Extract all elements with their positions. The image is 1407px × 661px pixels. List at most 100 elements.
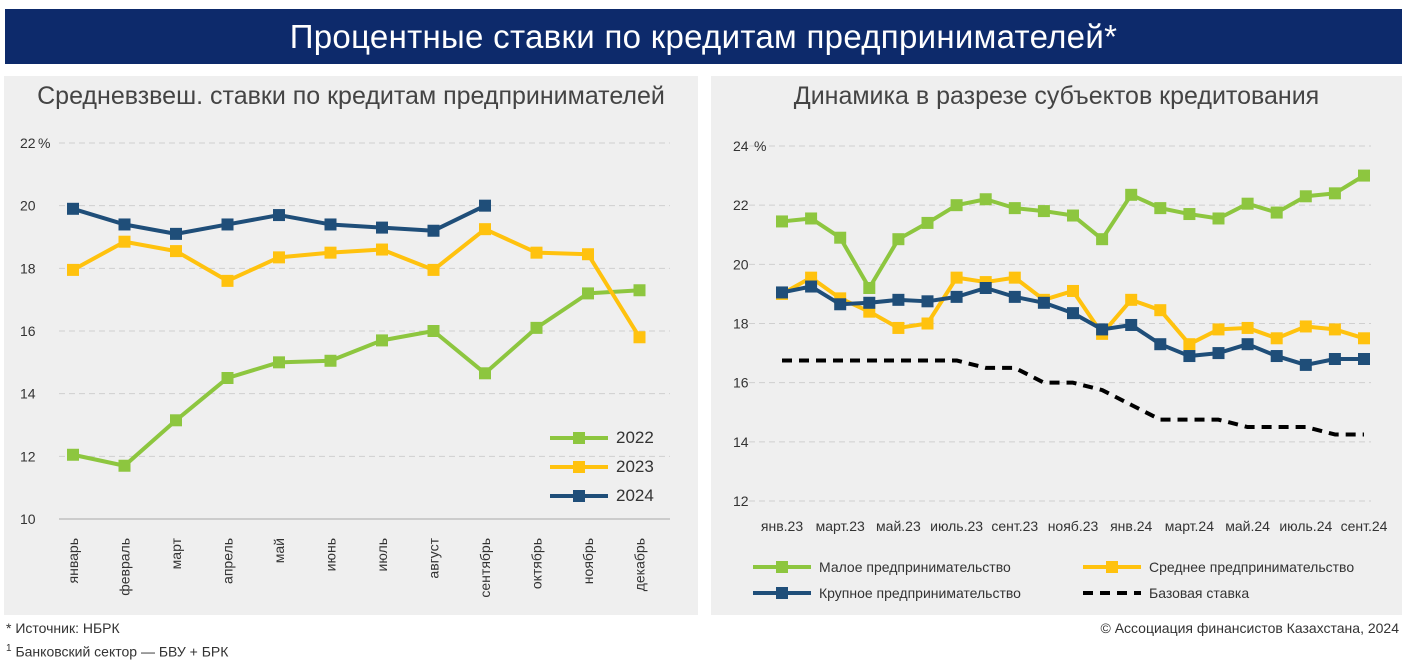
y-axis-unit: %	[754, 138, 766, 154]
data-point-0-19	[1328, 187, 1341, 200]
data-point-1-0	[67, 263, 79, 276]
legend-item-1: Среднее предпринимательство	[1083, 559, 1354, 575]
data-point-2-7	[979, 282, 992, 294]
x-tick-label-6: июль	[374, 538, 390, 571]
x-tick-label-6: янв.24	[1110, 518, 1152, 534]
series-2	[67, 199, 491, 240]
y-tick-label-1: 14	[733, 434, 749, 450]
data-point-0-15	[1212, 212, 1225, 225]
right-chart-title: Динамика в разрезе субъектов кредитовани…	[793, 82, 1320, 110]
data-point-2-2	[170, 227, 182, 240]
x-tick-label-7: август	[426, 537, 442, 578]
data-point-0-12	[1125, 188, 1138, 201]
data-point-0-6	[376, 334, 388, 347]
data-point-0-3	[221, 372, 234, 384]
data-point-2-11	[1096, 323, 1109, 336]
data-point-0-1	[805, 212, 818, 225]
y-tick-label-2: 14	[20, 386, 36, 402]
data-point-0-11	[633, 284, 646, 297]
data-point-2-10	[1067, 307, 1079, 320]
data-point-0-4	[892, 233, 905, 246]
series-line-0	[781, 173, 1366, 290]
data-point-2-4	[273, 209, 285, 222]
footnote-mark: 1	[6, 643, 12, 654]
data-point-2-9	[1037, 296, 1050, 309]
series-line-0	[72, 288, 640, 468]
series-0	[67, 284, 646, 472]
series-line-3	[782, 358, 1364, 437]
legend-label-1: Среднее предпринимательство	[1149, 559, 1354, 575]
data-point-2-18	[1299, 358, 1312, 371]
data-point-2-15	[1212, 347, 1225, 360]
footnote-text: Банковский сектор — БВУ + БРК	[11, 643, 229, 660]
data-point-2-5	[324, 218, 337, 231]
data-point-0-0	[67, 448, 79, 461]
data-point-0-4	[273, 356, 285, 369]
data-point-1-6	[950, 271, 963, 284]
data-point-0-9	[530, 321, 543, 334]
y-tick-label-2: 16	[733, 375, 749, 391]
x-tick-label-10: сент.24	[1341, 518, 1388, 534]
data-point-1-11	[633, 331, 646, 344]
series-line-1	[72, 227, 642, 339]
data-point-0-6	[950, 199, 963, 212]
data-point-2-7	[427, 224, 440, 237]
legend-marker-1	[1106, 561, 1118, 573]
series-3	[782, 358, 1364, 437]
x-tick-label-7: март.24	[1165, 518, 1214, 534]
x-tick-label-0: янв.23	[761, 518, 803, 534]
data-point-2-20	[1358, 353, 1370, 365]
x-tick-label-9: октябрь	[529, 538, 545, 589]
left-chart-panel: Средневзвеш. ставки по кредитам предприн…	[4, 76, 698, 615]
legend-marker-1	[573, 461, 585, 473]
legend-item-1: 2023	[550, 457, 654, 476]
legend-item-3: Базовая ставка	[1083, 585, 1249, 601]
y-tick-label-5: 22	[733, 197, 749, 213]
legend-marker-0	[776, 561, 788, 573]
x-tick-label-1: февраль	[117, 538, 133, 596]
data-point-0-13	[1154, 202, 1167, 215]
y-tick-label-0: 12	[733, 493, 749, 509]
data-point-2-6	[950, 290, 963, 303]
data-point-1-19	[1328, 323, 1341, 336]
legend-item-0: 2022	[550, 428, 654, 447]
data-point-1-12	[1125, 293, 1138, 306]
x-tick-label-8: май.24	[1225, 518, 1270, 534]
x-tick-label-9: июль.24	[1279, 518, 1332, 534]
page-title: Процентные ставки по кредитам предприним…	[289, 17, 1118, 55]
data-point-0-5	[921, 216, 934, 229]
data-point-2-4	[892, 293, 905, 306]
data-point-1-13	[1154, 304, 1167, 317]
x-tick-label-2: март	[168, 537, 184, 569]
y-tick-label-0: 10	[20, 511, 36, 527]
data-point-0-18	[1299, 190, 1312, 203]
data-point-0-2	[170, 414, 182, 427]
legend-label-0: 2022	[616, 428, 654, 447]
legend-marker-2	[776, 587, 788, 599]
x-tick-label-1: март.23	[816, 518, 865, 534]
data-point-0-5	[324, 354, 337, 367]
data-point-0-0	[776, 215, 788, 228]
y-tick-label-5: 20	[20, 198, 36, 214]
data-point-2-3	[863, 296, 876, 309]
x-tick-label-3: июль.23	[930, 518, 983, 534]
data-point-1-3	[221, 274, 234, 287]
data-point-2-14	[1183, 350, 1196, 363]
y-axis-unit: %	[38, 135, 50, 151]
data-point-2-16	[1241, 338, 1254, 351]
x-tick-label-2: май.23	[876, 518, 921, 534]
data-point-0-14	[1183, 208, 1196, 221]
y-tick-label-3: 16	[20, 323, 36, 339]
data-point-0-9	[1037, 205, 1050, 218]
header-banner: Процентные ставки по кредитам предприним…	[5, 9, 1402, 64]
y-tick-label-1: 12	[20, 448, 36, 464]
y-tick-label-4: 20	[733, 256, 749, 272]
legend-label-2: 2024	[616, 486, 654, 505]
data-point-0-17	[1270, 206, 1283, 219]
x-tick-label-11: декабрь	[632, 538, 648, 591]
data-point-0-7	[979, 193, 992, 206]
data-point-1-1	[118, 235, 131, 248]
legend-item-2: Крупное предпринимательство	[753, 585, 1021, 601]
x-tick-label-0: январь	[65, 538, 81, 583]
data-point-1-5	[921, 317, 934, 330]
